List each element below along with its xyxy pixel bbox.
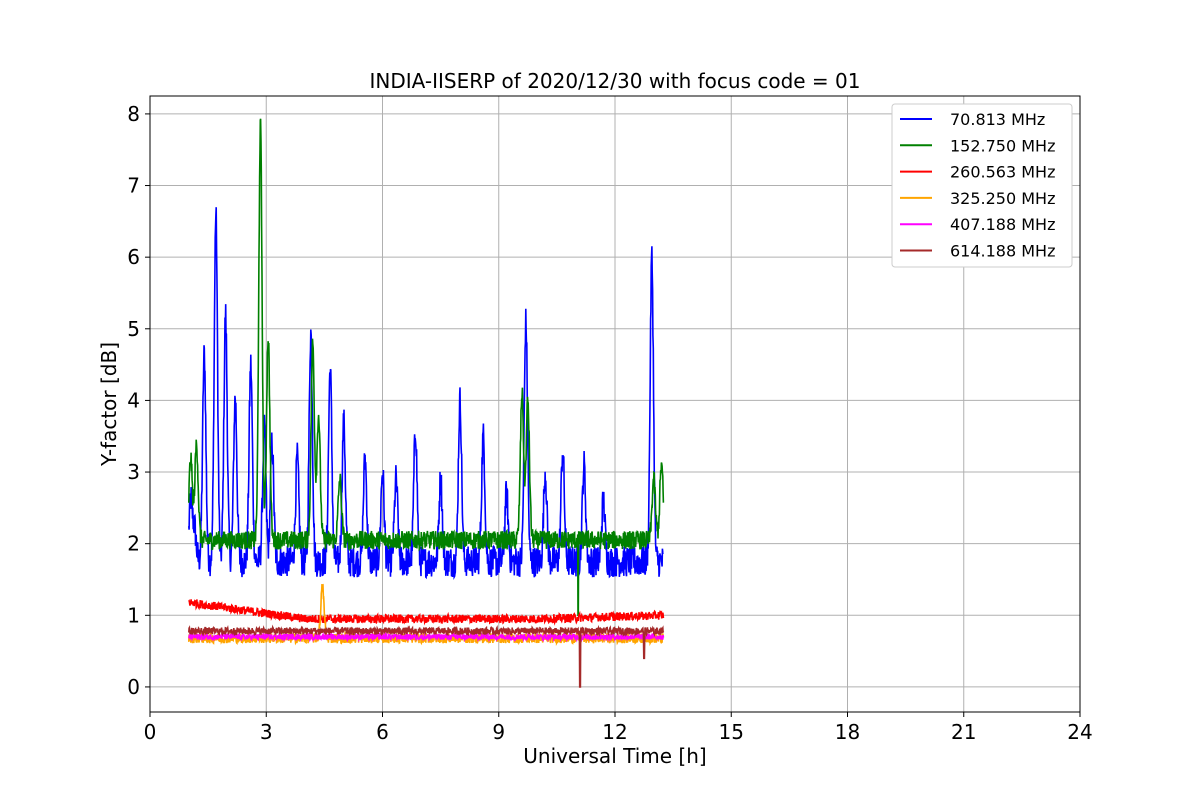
legend-box (891, 103, 1073, 268)
y-tick-label: 6 (127, 245, 140, 269)
series-line (188, 599, 665, 626)
series-line (188, 624, 665, 688)
x-tick-label: 21 (951, 720, 976, 744)
series-lines (188, 118, 665, 688)
y-tick-label: 2 (127, 532, 140, 556)
x-tick-label: 12 (602, 720, 627, 744)
x-axis-ticks: 0 3 6 9 12 15 18 21 24 (144, 712, 1093, 744)
x-tick-label: 24 (1067, 720, 1092, 744)
legend-entry: 407.188 MHz (950, 215, 1055, 234)
legend-entry: 152.750 MHz (950, 136, 1055, 155)
legend-entry: 260.563 MHz (950, 163, 1055, 182)
x-tick-label: 3 (260, 720, 273, 744)
y-tick-label: 5 (127, 317, 140, 341)
y-tick-label: 0 (127, 675, 140, 699)
series-line (188, 207, 664, 580)
x-tick-label: 9 (492, 720, 505, 744)
y-axis-label: Y-factor [dB] (97, 342, 121, 467)
y-tick-label: 3 (127, 460, 140, 484)
legend-entry: 614.188 MHz (950, 242, 1055, 261)
x-tick-label: 15 (719, 720, 744, 744)
x-tick-label: 6 (376, 720, 389, 744)
y-tick-label: 8 (127, 102, 140, 126)
y-tick-label: 7 (127, 174, 140, 198)
legend: 70.813 MHz 152.750 MHz 260.563 MHz 325.250 … (891, 103, 1073, 268)
legend-entry: 70.813 MHz (950, 110, 1045, 129)
y-axis-ticks: 0 1 2 3 4 5 6 7 8 (127, 102, 150, 699)
y-tick-label: 4 (127, 388, 140, 412)
series-line (188, 118, 665, 617)
y-tick-label: 1 (127, 603, 140, 627)
x-axis-label: Universal Time [h] (523, 744, 706, 768)
chart-title: INDIA-IISERP of 2020/12/30 with focus co… (370, 69, 861, 93)
x-tick-label: 0 (144, 720, 157, 744)
legend-entry: 325.250 MHz (950, 189, 1055, 208)
x-tick-label: 18 (835, 720, 860, 744)
